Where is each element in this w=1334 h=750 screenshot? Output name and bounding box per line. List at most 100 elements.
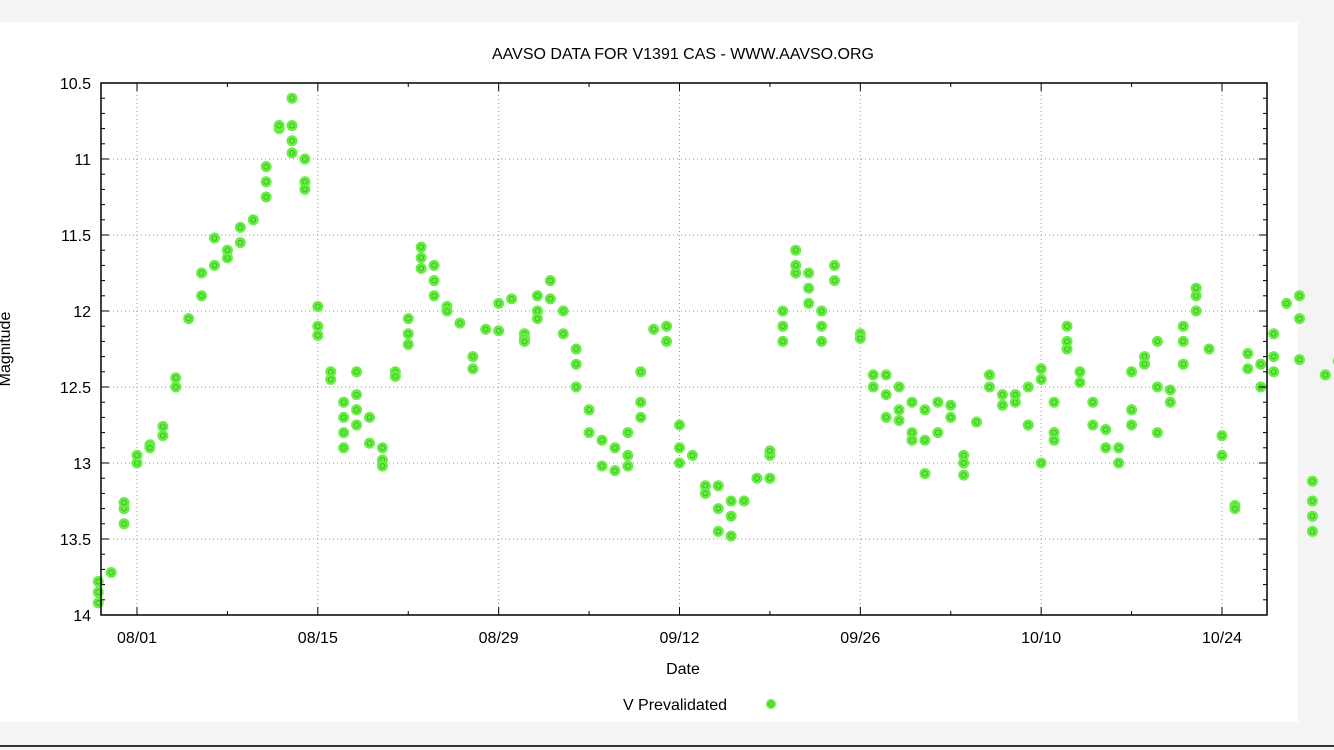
data-point [1268, 328, 1280, 340]
data-point [984, 381, 995, 393]
data-point [467, 351, 479, 363]
data-point [364, 411, 375, 423]
data-point [351, 419, 363, 431]
data-point [1281, 297, 1293, 309]
data-point [699, 487, 711, 499]
data-point [338, 427, 350, 439]
data-point [170, 372, 182, 384]
data-point [1203, 343, 1215, 355]
x-tick-label: 08/15 [298, 630, 338, 647]
data-point [622, 427, 634, 439]
data-point [1035, 373, 1047, 385]
data-point [803, 267, 815, 279]
y-tick-label: 13 [73, 456, 91, 473]
data-point [531, 313, 543, 325]
data-point [764, 445, 776, 457]
data-point [893, 381, 905, 393]
data-point [519, 335, 530, 347]
data-point [1216, 430, 1228, 442]
data-point [1126, 366, 1138, 378]
data-point [893, 414, 905, 426]
data-point [196, 290, 208, 302]
data-point [596, 460, 608, 472]
x-tick-label: 09/26 [840, 630, 880, 647]
data-point [1139, 358, 1150, 370]
data-point [880, 389, 892, 401]
data-point [570, 381, 582, 393]
data-point [777, 320, 789, 332]
data-point [674, 419, 685, 431]
data-point [648, 323, 660, 335]
data-point [958, 469, 970, 481]
bottom-divider [0, 745, 1334, 747]
data-point [441, 305, 453, 317]
data-point [1048, 396, 1060, 408]
data-point [376, 442, 388, 454]
data-point [570, 358, 582, 370]
x-tick-label: 08/01 [117, 630, 157, 647]
data-point [867, 381, 879, 393]
data-point [351, 404, 363, 416]
data-point [1151, 335, 1163, 347]
data-point [415, 262, 427, 274]
data-point [415, 252, 427, 264]
data-point [1126, 404, 1138, 416]
data-point [1216, 449, 1228, 461]
chart-title: AAVSO DATA FOR V1391 CAS - WWW.AAVSO.ORG [492, 46, 874, 63]
data-point [764, 472, 776, 484]
data-point [493, 325, 505, 337]
data-point [712, 480, 724, 492]
data-point [1164, 396, 1176, 408]
data-point [376, 460, 388, 472]
data-point [493, 297, 505, 309]
data-point [92, 597, 104, 609]
data-point [1268, 366, 1280, 378]
data-points [92, 92, 1334, 609]
data-point [674, 442, 685, 454]
x-tick-label: 09/12 [659, 630, 699, 647]
data-point [260, 161, 272, 173]
data-point [816, 335, 828, 347]
data-point [958, 457, 970, 469]
legend-label: V Prevalidated [623, 697, 727, 714]
data-point [338, 411, 350, 423]
data-point [1022, 381, 1034, 393]
data-point [867, 369, 879, 381]
data-point [325, 373, 337, 385]
data-point [1048, 434, 1060, 446]
data-point [467, 363, 479, 375]
x-axis-label: Date [666, 661, 700, 678]
data-point [506, 293, 518, 305]
data-point [428, 259, 440, 271]
data-point [389, 370, 401, 382]
data-point [803, 297, 815, 309]
data-point [790, 244, 802, 256]
data-point [544, 293, 556, 305]
data-point [1255, 358, 1267, 370]
y-tick-label: 11 [74, 152, 91, 169]
data-point [312, 320, 324, 332]
data-point [996, 389, 1008, 401]
data-point [725, 530, 737, 542]
data-point [428, 290, 440, 302]
data-point [157, 430, 169, 442]
data-point [583, 404, 595, 416]
data-point [790, 259, 802, 271]
data-point [131, 449, 143, 461]
data-point [622, 460, 634, 472]
data-point [234, 221, 246, 233]
data-point [1294, 354, 1305, 366]
data-point [351, 366, 363, 378]
y-tick-label: 12 [73, 304, 91, 321]
grid-lines [101, 83, 1267, 615]
plot-frame [100, 82, 1268, 616]
data-point [1022, 419, 1034, 431]
data-point [570, 343, 582, 355]
data-point [1009, 389, 1021, 401]
data-point [557, 328, 569, 340]
y-axis-ticks: 10.5 11 11.5 12 12.5 13 13.5 14 [60, 76, 1267, 625]
data-point [725, 495, 737, 507]
data-point [1087, 396, 1099, 408]
data-point [1164, 384, 1176, 396]
data-point [196, 267, 208, 279]
